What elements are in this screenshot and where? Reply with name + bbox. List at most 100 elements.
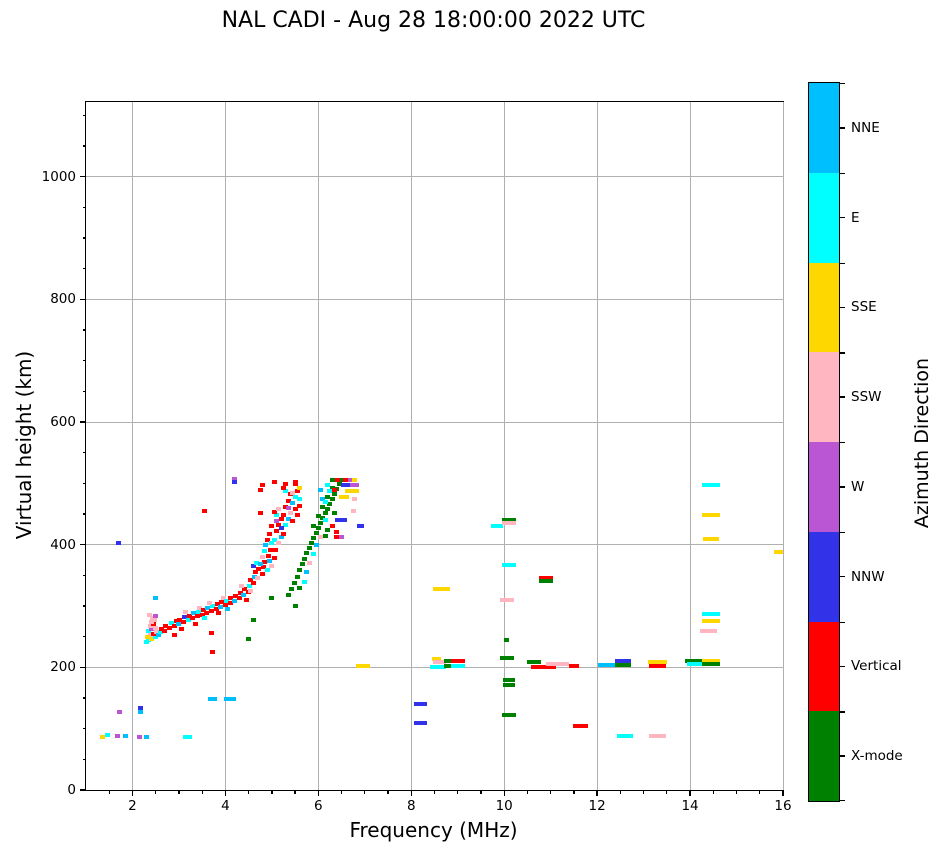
data-point [265,553,271,558]
data-point [155,633,161,638]
data-point [267,559,273,564]
data-point [329,524,335,529]
data-point [267,532,273,537]
data-point [287,510,293,515]
data-point [280,531,286,536]
data-point [345,478,355,483]
data-point [322,499,328,504]
data-point [219,600,225,605]
data-point [250,581,256,586]
colorbar-boundary-tick [840,442,845,444]
data-point [182,615,187,620]
data-point [430,664,447,669]
data-point [232,480,238,485]
colorbar-center-tick [840,396,845,398]
y-minor-tick [82,636,86,638]
data-point [539,578,553,583]
data-point [280,485,286,490]
data-point [224,697,236,702]
data-point [137,705,143,710]
data-point [239,583,245,588]
data-point [271,537,277,542]
data-point [262,559,268,564]
x-gridline [503,102,505,790]
data-point [99,734,105,739]
colorbar-boundary-tick [840,352,845,354]
data-point [260,554,266,559]
data-point [167,625,173,630]
colorbar-center-tick [840,216,845,219]
data-point [335,518,341,523]
data-point [616,734,634,739]
x-minor-tick [480,790,482,794]
data-point [177,617,183,622]
data-point [332,487,338,492]
y-minor-tick [82,360,86,362]
data-point [352,496,358,501]
x-gridline [689,102,691,790]
data-point [232,477,238,482]
data-point [278,534,284,539]
data-point [432,657,442,662]
data-point [116,709,122,714]
y-minor-tick [82,758,86,760]
x-gridline [596,102,598,790]
data-point [276,523,282,528]
data-point [171,632,177,637]
data-point [702,536,720,541]
data-point [278,516,284,521]
data-point [292,507,298,512]
data-point [503,677,515,682]
y-minor-tick [82,697,86,699]
x-minor-tick [387,790,389,794]
y-major-tick [80,421,86,423]
data-point [204,610,210,615]
x-minor-tick [178,790,180,794]
data-point [285,516,291,521]
data-point [283,488,289,493]
data-point [210,650,216,655]
data-point [569,663,579,668]
data-point [598,662,615,667]
data-point [322,518,328,523]
data-point [232,598,238,603]
data-point [257,510,263,515]
colorbar-segment-ssw [809,352,839,442]
data-point [176,622,182,627]
x-minor-tick [619,790,621,794]
x-tick-label: 4 [221,798,230,814]
data-point [218,605,224,610]
data-point [341,483,352,488]
x-minor-tick [666,790,668,794]
y-minor-tick [82,390,86,393]
colorbar-boundary-tick [840,262,845,264]
data-point [274,513,279,518]
data-point [306,545,312,550]
data-point [648,663,667,668]
data-point [222,603,228,608]
data-point [237,590,243,595]
x-gridline [131,102,133,790]
data-point [290,490,296,495]
colorbar-category-label: E [851,209,860,226]
y-gridline [86,298,783,300]
data-point [183,610,189,615]
chart-title: NAL CADI - Aug 28 18:00:00 2022 UTC [221,8,646,33]
data-point [242,587,248,592]
colorbar-segment-e [809,172,839,263]
colorbar-segment-sse [809,262,839,353]
data-point [264,537,270,542]
y-major-tick [80,544,86,546]
data-point [701,482,721,487]
data-point [201,508,207,513]
colorbar-category-label: X-mode [851,748,903,765]
data-point [213,607,219,612]
x-minor-tick [642,790,645,794]
data-point [332,510,338,515]
data-point [292,604,298,609]
x-tick-label: 16 [774,798,792,814]
x-gridline [317,102,319,790]
data-point [149,636,155,641]
data-point [503,637,510,642]
data-point [251,574,257,579]
